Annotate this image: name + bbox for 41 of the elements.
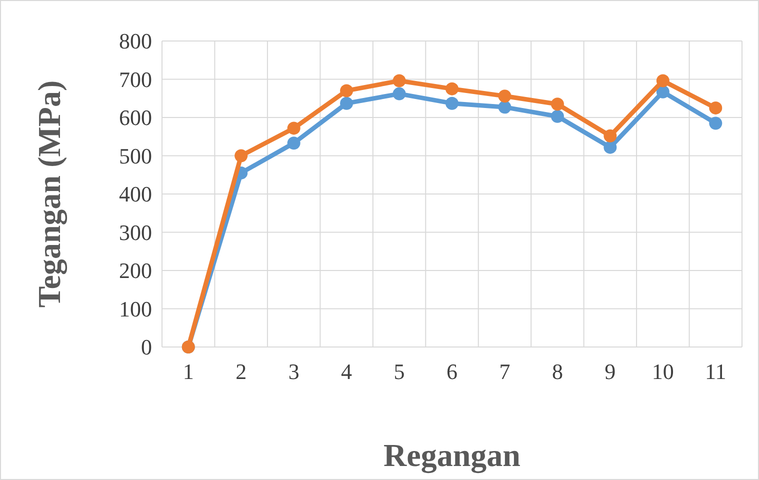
point (392, 87, 406, 100)
x-tick-label: 1 (182, 359, 194, 384)
y-tick-label: 800 (119, 28, 152, 54)
y-tick-label: 0 (141, 334, 152, 360)
point (340, 84, 354, 98)
point (709, 116, 722, 130)
point (498, 100, 512, 114)
point (498, 90, 512, 103)
x-tick-label: 7 (499, 359, 510, 384)
x-tick-label: 4 (341, 359, 352, 384)
point (656, 85, 670, 98)
point (287, 136, 300, 150)
x-tick-label: 3 (288, 359, 300, 384)
y-tick-label: 600 (119, 105, 152, 130)
y-axis-title: Tegangan (MPa) (31, 80, 68, 308)
point (656, 74, 670, 88)
x-tick-label: 5 (394, 359, 405, 384)
x-tick-label: 11 (705, 359, 726, 384)
y-tick-label: 100 (119, 296, 152, 322)
point (604, 129, 617, 142)
point (550, 98, 564, 111)
x-tick-label: 6 (446, 359, 458, 384)
x-axis-title: Regangan (384, 437, 521, 474)
point (234, 149, 248, 162)
point (340, 96, 354, 110)
x-tick-label: 8 (552, 359, 563, 384)
y-tick-label: 700 (119, 66, 152, 92)
point (446, 96, 458, 110)
y-tick-label: 500 (119, 143, 152, 168)
point (392, 74, 406, 88)
point (287, 122, 300, 135)
y-tick-label: 300 (119, 220, 152, 245)
y-tick-label: 200 (119, 258, 152, 284)
point (550, 110, 564, 123)
point (709, 101, 722, 114)
point (604, 140, 617, 154)
point (446, 82, 458, 96)
y-tick-label: 400 (119, 182, 152, 207)
x-tick-label: 9 (604, 359, 616, 384)
x-tick-label: 2 (236, 359, 247, 384)
x-tick-label: 10 (652, 359, 674, 384)
